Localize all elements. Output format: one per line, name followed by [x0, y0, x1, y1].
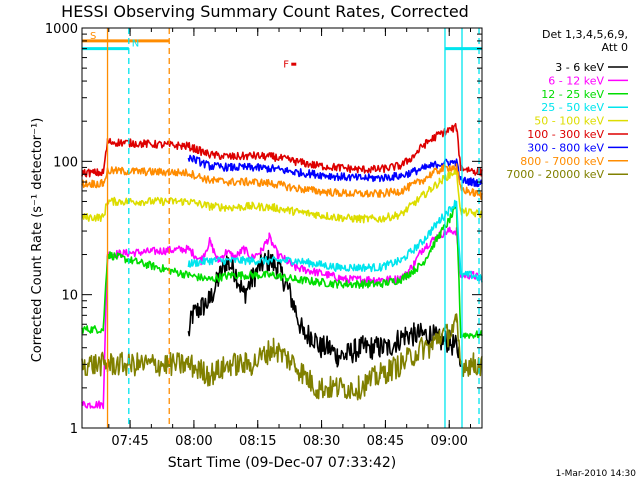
series-line-4 [81, 166, 483, 224]
x-axis-label: Start Time (09-Dec-07 07:33:42) [168, 455, 396, 471]
legend-label-6: 300 - 800 keV [527, 141, 604, 154]
legend-label-0: 3 - 6 keV [555, 61, 604, 74]
series-line-3 [187, 199, 483, 283]
series-line-5 [81, 122, 483, 178]
flag-label-1: N [132, 39, 139, 50]
flag-label-0: S [90, 31, 96, 42]
flag-label-3: F [283, 60, 289, 71]
legend-header-1: Att 0 [602, 41, 628, 54]
x-tick-label-3: 08:30 [303, 434, 340, 449]
plot-frame [81, 27, 483, 429]
series-line-0 [187, 249, 462, 368]
legend-label-7: 800 - 7000 keV [520, 155, 604, 168]
axes: 07:45 08:00 08:15 08:30 08:45 09:00 1 10 100 1000 [45, 22, 483, 449]
state-boundaries [106, 28, 480, 428]
series-line-6 [187, 154, 483, 188]
series-line-8 [81, 313, 483, 401]
x-tick-label-4: 08:45 [367, 434, 404, 449]
series-line-2 [81, 204, 483, 339]
y-axis-label: Corrected Count Rate (s⁻¹ detector⁻¹) [30, 118, 45, 363]
legend-label-5: 100 - 300 keV [527, 128, 604, 141]
data-series [81, 122, 483, 410]
x-tick-label-1: 08:00 [175, 434, 212, 449]
series-line-7 [81, 163, 483, 200]
y-tick-label-3: 1000 [45, 22, 78, 37]
legend-label-3: 25 - 50 keV [541, 101, 604, 114]
x-tick-label-2: 08:15 [239, 434, 276, 449]
legend-label-1: 6 - 12 keV [548, 74, 604, 87]
legend-label-8: 7000 - 20000 keV [506, 168, 604, 181]
plot-area [82, 28, 482, 428]
flag-bar-3 [291, 62, 297, 66]
x-tick-label-5: 09:00 [430, 434, 467, 449]
y-tick-label-2: 100 [53, 155, 78, 170]
y-tick-label-1: 10 [61, 289, 78, 304]
y-tick-label-0: 1 [70, 422, 78, 437]
legend-header-0: Det 1,3,4,5,6,9, [542, 28, 628, 41]
legend-label-4: 50 - 100 keV [534, 115, 604, 128]
date-stamp: 1-Mar-2010 14:30 [556, 469, 637, 479]
plot-background [82, 28, 482, 428]
instrument-flags: S N F [82, 31, 482, 71]
chart-title: HESSI Observing Summary Count Rates, Cor… [61, 2, 469, 21]
legend-label-2: 12 - 25 keV [541, 88, 604, 101]
x-tick-label-0: 07:45 [111, 434, 148, 449]
